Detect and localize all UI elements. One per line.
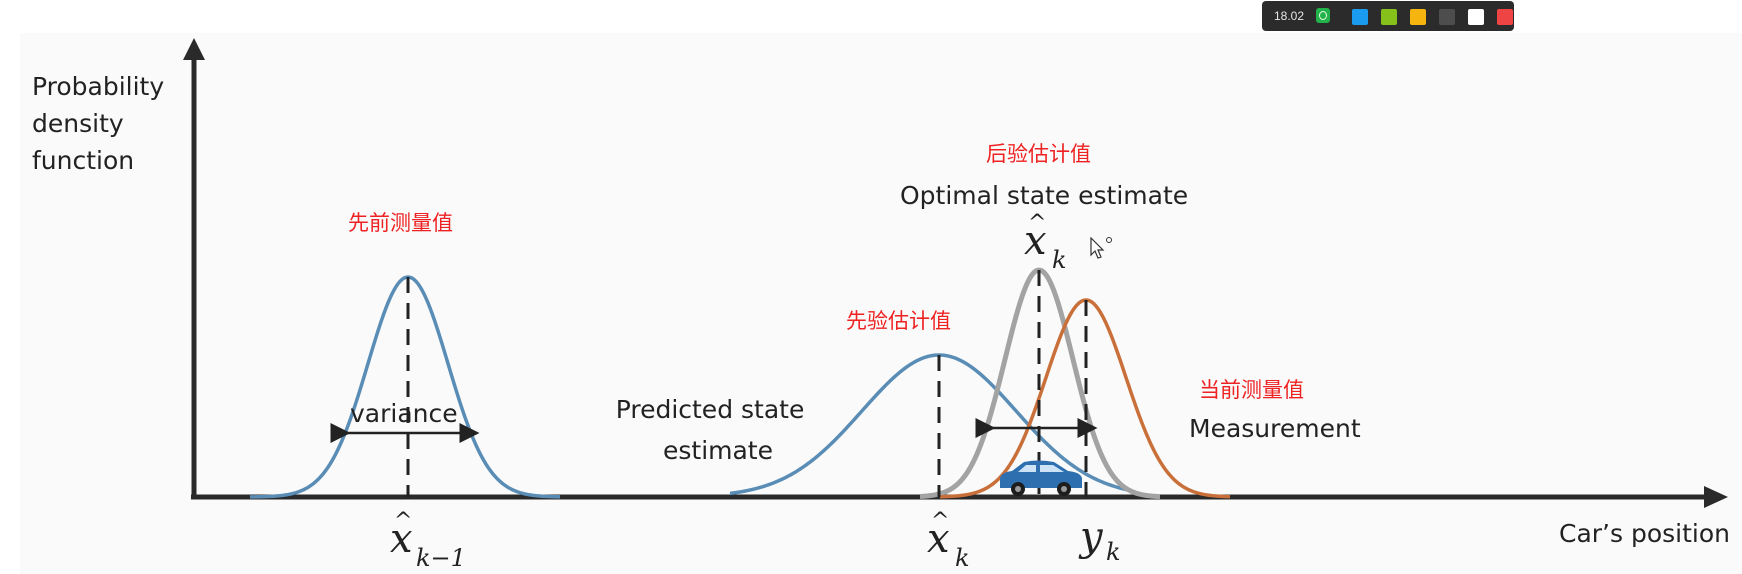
y-k-symbol: y k bbox=[1078, 514, 1121, 566]
svg-text:k−1: k−1 bbox=[416, 544, 466, 572]
color-swatch-red[interactable] bbox=[1497, 9, 1513, 25]
prior-measurement-curve bbox=[249, 275, 561, 499]
mouse-cursor-icon bbox=[1090, 237, 1112, 259]
svg-text:k: k bbox=[955, 544, 970, 572]
svg-text:^: ^ bbox=[1028, 211, 1046, 236]
variance-label: variance bbox=[350, 399, 458, 428]
y-axis-label: Probability density function bbox=[32, 72, 172, 175]
optimal-state-label: Optimal state estimate bbox=[900, 181, 1188, 210]
svg-text:x: x bbox=[390, 516, 413, 562]
annotation-toolbar: 18.02 bbox=[1262, 1, 1514, 31]
measurement-label: Measurement bbox=[1189, 414, 1361, 443]
svg-text:k: k bbox=[1052, 246, 1067, 274]
svg-text:x: x bbox=[927, 516, 950, 562]
posterior-estimate-annotation: 后验估计值 bbox=[986, 142, 1091, 166]
svg-text:^: ^ bbox=[394, 509, 412, 534]
zoom-stepper-icon[interactable] bbox=[1316, 8, 1330, 23]
color-swatch-white[interactable] bbox=[1468, 9, 1484, 25]
car-icon bbox=[1000, 460, 1082, 496]
diagram-background bbox=[20, 33, 1742, 574]
x-axis-label: Car’s position bbox=[1559, 519, 1730, 548]
predicted-state-label: Predicted state estimate bbox=[616, 395, 813, 465]
x-hat-k-optimal-symbol: x ^ k bbox=[1024, 211, 1067, 274]
svg-text:k: k bbox=[1106, 538, 1121, 566]
current-measurement-annotation: 当前测量值 bbox=[1199, 378, 1304, 402]
y-axis-arrowhead bbox=[183, 38, 205, 60]
x-hat-k-predicted-symbol: x ^ k bbox=[927, 509, 970, 572]
prior-measurement-annotation: 先前测量值 bbox=[348, 211, 453, 235]
color-swatch-yellow[interactable] bbox=[1410, 9, 1426, 25]
predicted-estimate-annotation: 先验估计值 bbox=[846, 309, 951, 333]
color-swatch-blue[interactable] bbox=[1352, 9, 1368, 25]
color-swatch-green[interactable] bbox=[1381, 9, 1397, 25]
svg-text:x: x bbox=[1024, 218, 1047, 264]
svg-text:^: ^ bbox=[931, 509, 949, 534]
predicted-state-curve bbox=[729, 353, 1131, 496]
x-axis-arrowhead bbox=[1704, 486, 1728, 508]
svg-text:y: y bbox=[1078, 514, 1104, 560]
zoom-value: 18.02 bbox=[1274, 9, 1305, 23]
x-hat-k-minus-1-symbol: x ^ k−1 bbox=[390, 509, 466, 572]
color-swatch-dark-gray[interactable] bbox=[1439, 9, 1455, 25]
